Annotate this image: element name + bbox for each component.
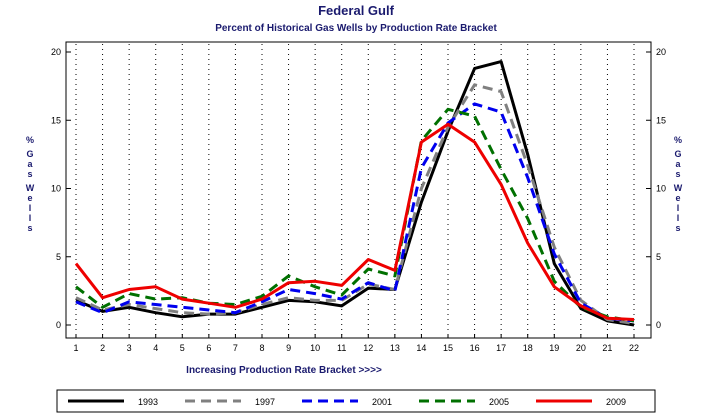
x-tick-label: 14: [416, 343, 426, 353]
legend-label-1997: 1997: [255, 397, 275, 407]
series-line-1993: [75, 60, 635, 327]
y-axis-label-char: G: [674, 149, 681, 159]
x-tick-label: 3: [127, 343, 132, 353]
series-lines: [74, 60, 635, 327]
y-axis-label-char: e: [27, 193, 32, 203]
x-tick-label: 16: [470, 343, 480, 353]
chart-title: Federal Gulf: [318, 3, 395, 18]
legend-label-2001: 2001: [372, 397, 392, 407]
x-tick-label: 9: [286, 343, 291, 353]
x-tick-label: 21: [602, 343, 612, 353]
x-tick-label: 8: [259, 343, 264, 353]
x-tick-label: 4: [153, 343, 158, 353]
x-tick-label: 1: [73, 343, 78, 353]
y-tick-label-right: 10: [656, 184, 666, 194]
legend: 1993 1997 2001 2005 2009: [68, 397, 626, 407]
y-axis-label-char: a: [675, 159, 681, 169]
y-axis-left: 0 5 10 15 20: [51, 47, 71, 330]
x-tick-label: 5: [180, 343, 185, 353]
legend-box: [56, 389, 656, 413]
x-tick-label: 7: [233, 343, 238, 353]
y-axis-label-char: s: [675, 223, 680, 233]
legend-label-1993: 1993: [138, 397, 158, 407]
y-axis-label-char: s: [27, 169, 32, 179]
y-tick-label-right: 15: [656, 115, 666, 125]
x-tick-label: 13: [390, 343, 400, 353]
y-axis-label-char: W: [674, 183, 683, 193]
y-tick-label-left: 10: [51, 184, 61, 194]
chart-subtitle: Percent of Historical Gas Wells by Produ…: [215, 23, 497, 34]
y-axis-label-char: %: [674, 135, 682, 145]
series-line-1997: [75, 83, 635, 326]
legend-label-2005: 2005: [489, 397, 509, 407]
y-tick-label-left: 0: [56, 320, 61, 330]
y-axis-right: 0 5 10 15 20: [646, 47, 666, 330]
y-axis-label-char: G: [26, 149, 33, 159]
y-tick-label-right: 0: [656, 320, 661, 330]
x-tick-label: 18: [523, 343, 533, 353]
x-tick-label: 22: [629, 343, 639, 353]
y-axis-label-char: e: [675, 193, 680, 203]
y-axis-label-char: %: [26, 135, 34, 145]
y-axis-label-char: W: [26, 183, 35, 193]
x-tick-label: 20: [576, 343, 586, 353]
x-axis: 1 2 3 4 5 6 7 8 9 10 11 12 13 14 15 16 17 18 19 20 21 22: [73, 334, 639, 353]
y-axis-label-char: l: [29, 213, 32, 223]
y-axis-label-char: l: [677, 203, 680, 213]
y-axis-label-char: l: [29, 203, 32, 213]
series-line-2009: [74, 122, 635, 321]
x-tick-label: 19: [549, 343, 559, 353]
y-tick-label-right: 20: [656, 47, 666, 57]
plot-frame: [65, 41, 652, 339]
y-tick-label-left: 15: [51, 115, 61, 125]
x-tick-label: 11: [337, 343, 346, 353]
x-tick-label: 17: [496, 343, 506, 353]
x-tick-label: 12: [363, 343, 373, 353]
legend-label-2009: 2009: [606, 397, 626, 407]
y-tick-label-right: 5: [656, 252, 661, 262]
x-tick-label: 6: [206, 343, 211, 353]
grid-lines: [75, 44, 635, 336]
y-tick-label-left: 5: [56, 252, 61, 262]
y-axis-label-char: s: [675, 169, 680, 179]
x-axis-label: Increasing Production Rate Bracket >>>>: [186, 365, 382, 376]
series-line-2001: [75, 102, 635, 323]
x-tick-label: 10: [310, 343, 320, 353]
y-axis-label-char: s: [27, 223, 32, 233]
y-tick-label-left: 20: [51, 47, 61, 57]
series-line-2005: [75, 107, 635, 323]
y-axis-label-char: l: [677, 213, 680, 223]
x-tick-label: 2: [100, 343, 105, 353]
x-tick-label: 15: [443, 343, 453, 353]
y-axis-label-char: a: [27, 159, 33, 169]
